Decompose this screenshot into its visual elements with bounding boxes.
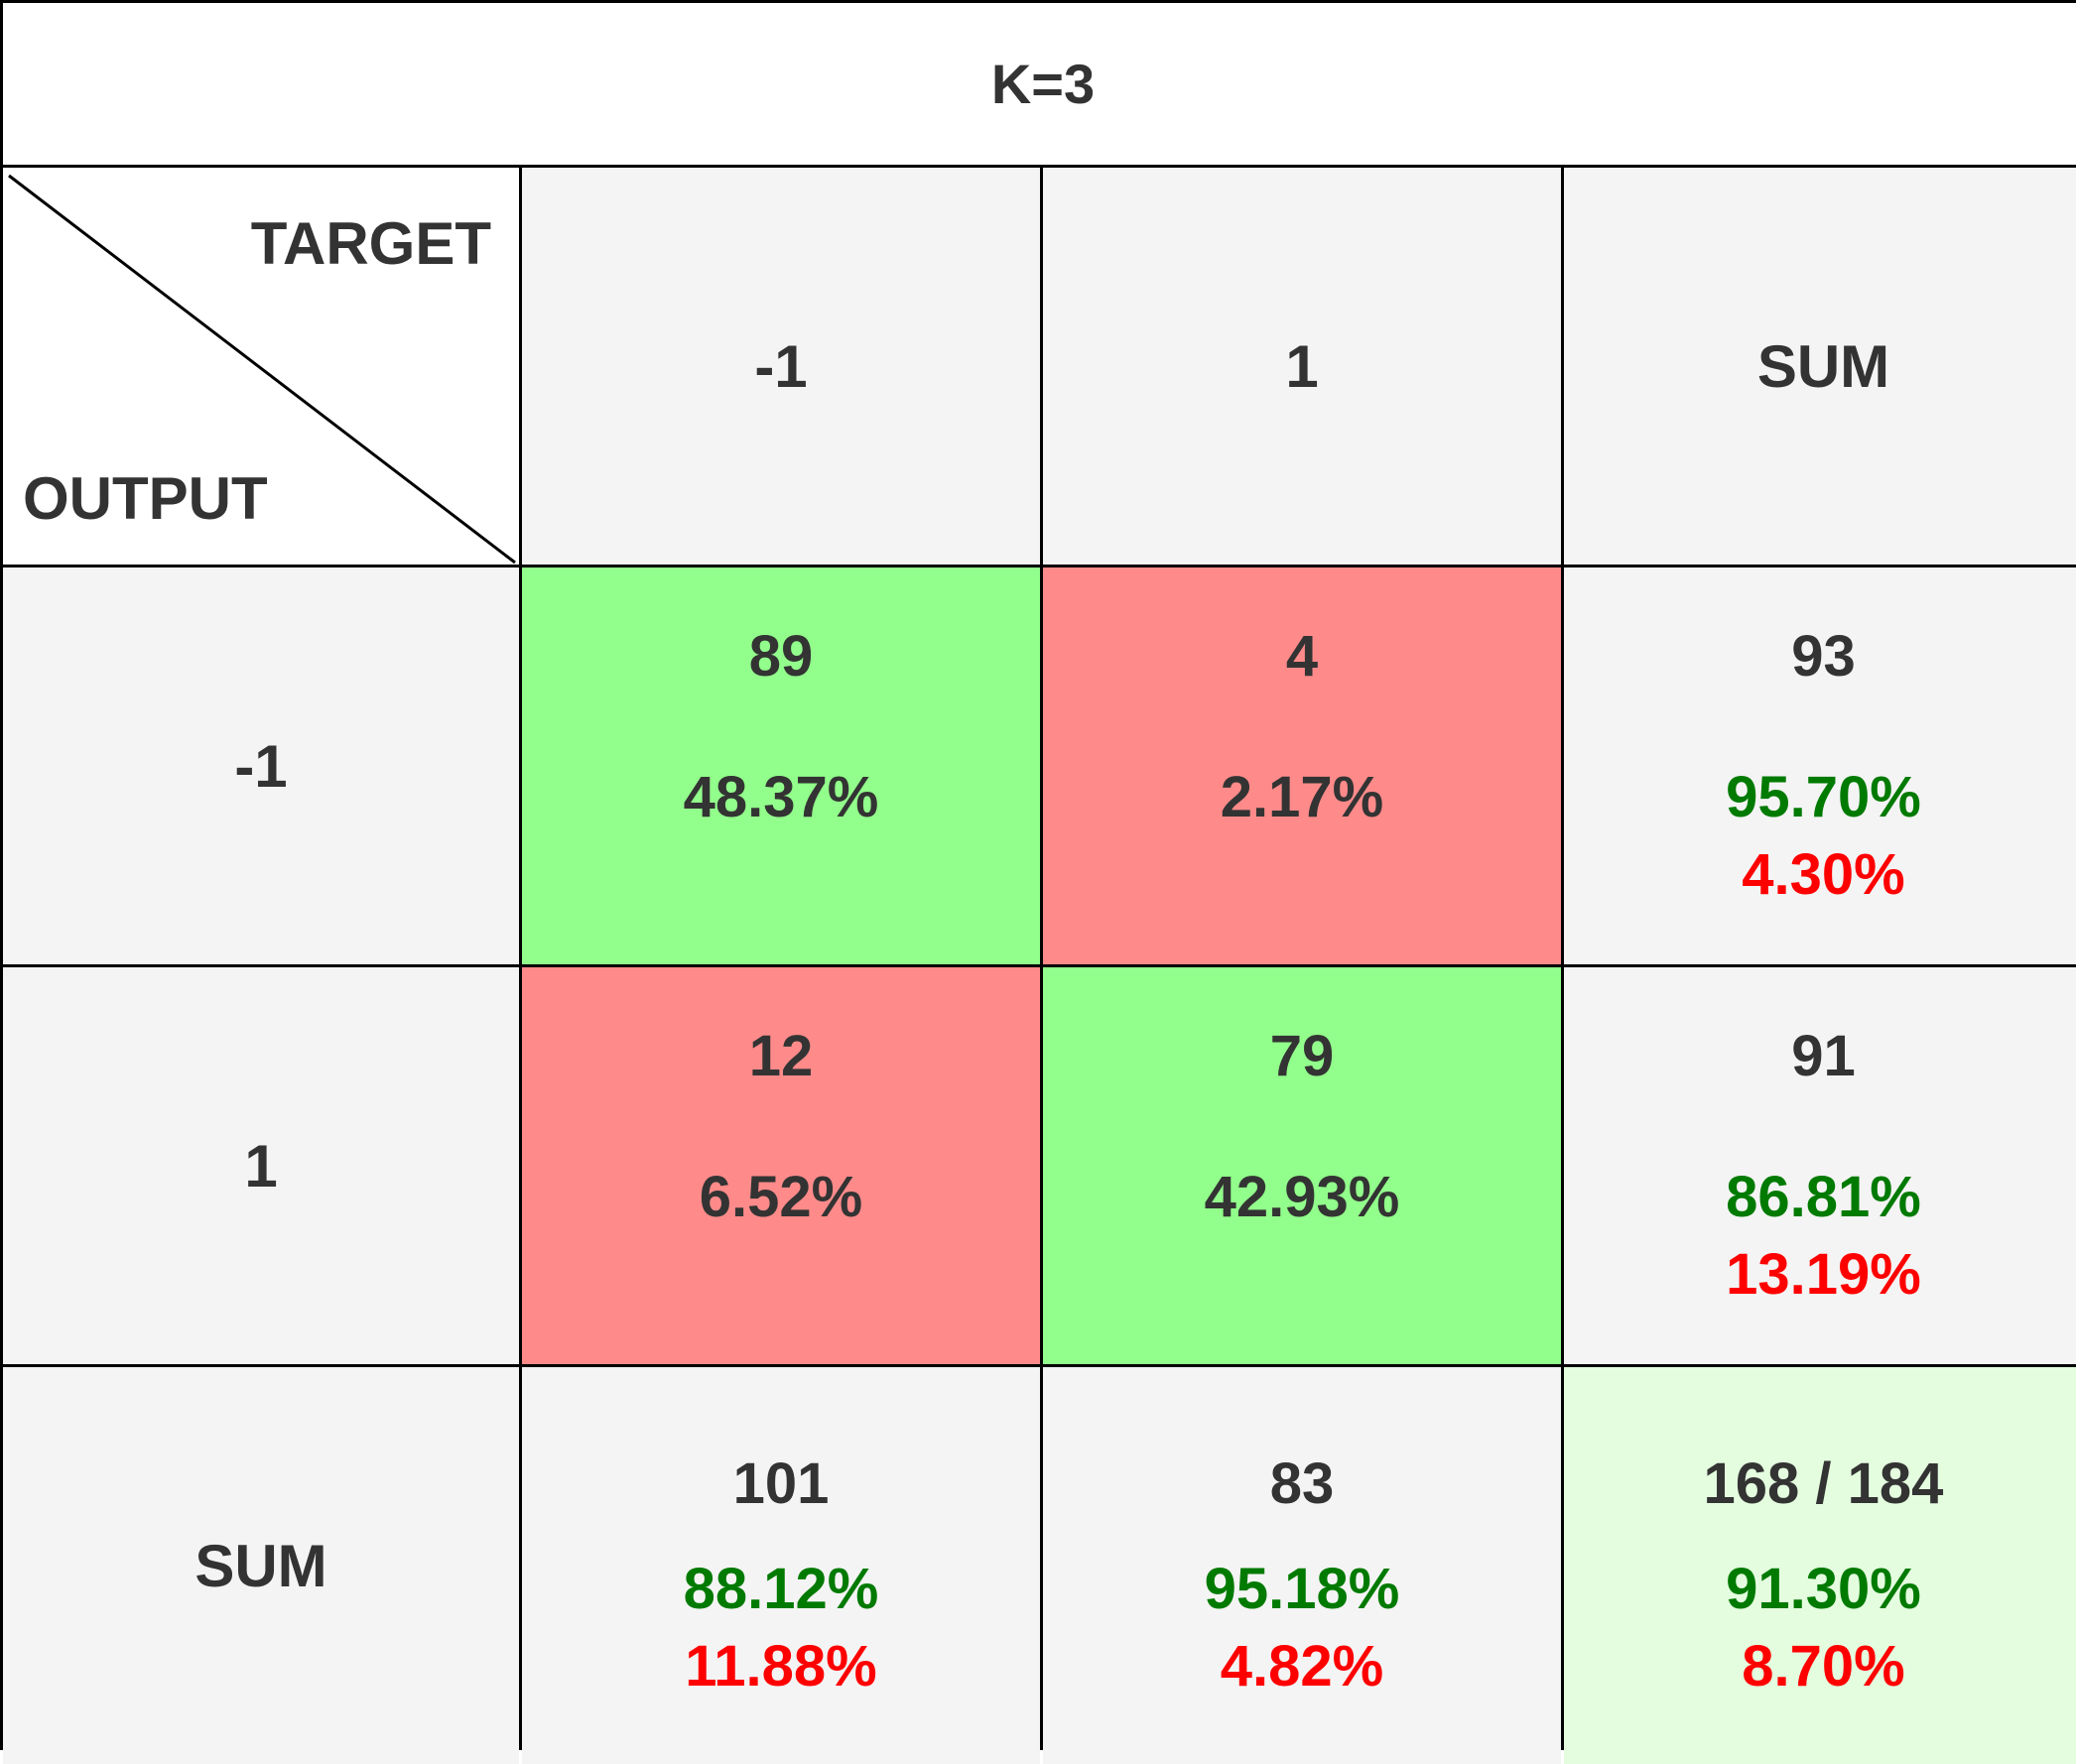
row-sum-count: 93 — [1791, 624, 1856, 689]
column-header: -1 — [522, 168, 1040, 565]
row-sum-correct: 95.70% — [1726, 765, 1921, 829]
matrix-cell: 12 6.52% — [522, 967, 1040, 1364]
row-header: -1 — [3, 567, 519, 964]
cell-percent: 48.37% — [683, 765, 879, 829]
total-count: 168 / 184 — [1703, 1451, 1944, 1516]
matrix-title: K=3 — [3, 3, 2076, 165]
total-wrong: 8.70% — [1742, 1634, 1905, 1699]
row-sum-count: 91 — [1791, 1024, 1856, 1088]
matrix-cell: 4 2.17% — [1043, 567, 1561, 964]
row-sum-cell: 91 86.81% 13.19% — [1564, 967, 2076, 1364]
cell-percent: 42.93% — [1204, 1165, 1400, 1229]
cell-count: 79 — [1269, 1024, 1335, 1088]
column-header: SUM — [1564, 168, 2076, 565]
row-header: SUM — [3, 1367, 519, 1764]
column-header: 1 — [1043, 168, 1561, 565]
matrix-cell: 89 48.37% — [522, 567, 1040, 964]
cell-percent: 2.17% — [1220, 765, 1384, 829]
cell-count: 12 — [748, 1024, 814, 1088]
output-axis-label: OUTPUT — [23, 465, 268, 532]
row-sum-cell: 93 95.70% 4.30% — [1564, 567, 2076, 964]
row-sum-wrong: 13.19% — [1726, 1242, 1921, 1307]
corner-cell: TARGET OUTPUT — [3, 168, 519, 565]
matrix-cell: 79 42.93% — [1043, 967, 1561, 1364]
column-sum-count: 83 — [1269, 1451, 1335, 1516]
cell-count: 89 — [748, 624, 814, 689]
row-sum-correct: 86.81% — [1726, 1165, 1921, 1229]
column-sum-cell: 83 95.18% 4.82% — [1043, 1367, 1561, 1764]
total-cell: 168 / 184 91.30% 8.70% — [1564, 1367, 2076, 1764]
row-sum-wrong: 4.30% — [1742, 842, 1905, 907]
target-axis-label: TARGET — [250, 210, 491, 277]
row-header: 1 — [3, 967, 519, 1364]
column-sum-cell: 101 88.12% 11.88% — [522, 1367, 1040, 1764]
column-sum-correct: 95.18% — [1204, 1557, 1400, 1621]
column-sum-wrong: 11.88% — [685, 1634, 877, 1699]
column-sum-count: 101 — [732, 1451, 830, 1516]
corner-diagonal — [8, 174, 516, 565]
cell-percent: 6.52% — [699, 1165, 863, 1229]
column-sum-wrong: 4.82% — [1220, 1634, 1384, 1699]
total-correct: 91.30% — [1726, 1557, 1921, 1621]
cell-count: 4 — [1285, 624, 1319, 689]
column-sum-correct: 88.12% — [683, 1557, 879, 1621]
